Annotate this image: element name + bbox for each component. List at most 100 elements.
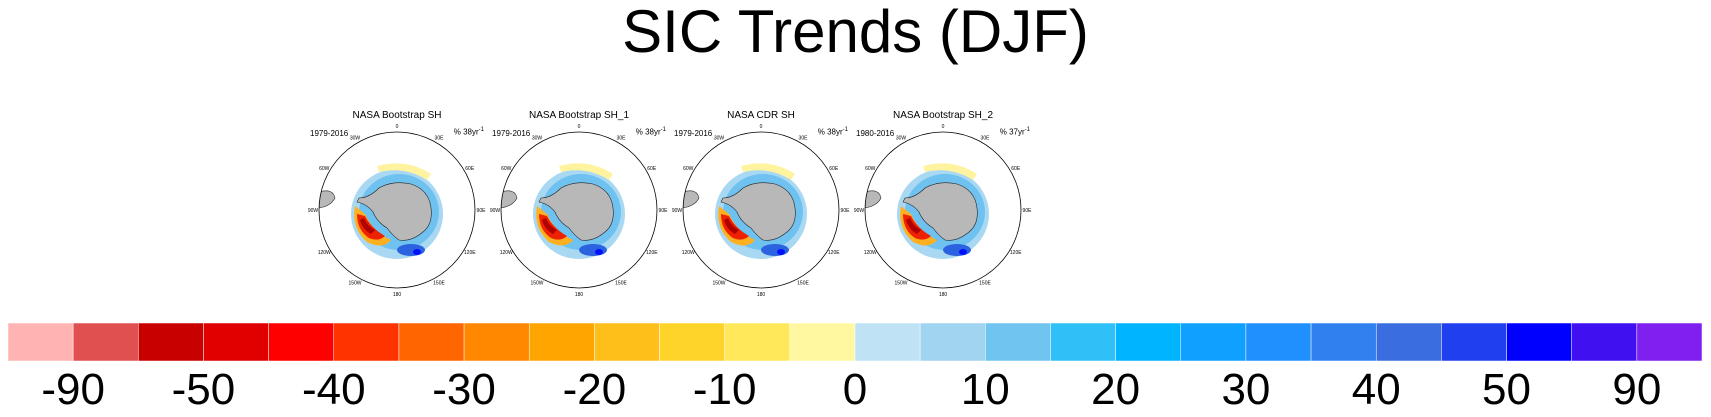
strong-positive-region — [413, 249, 421, 255]
positive-trend-region — [397, 244, 425, 256]
panel-rate-text: % 37yr — [999, 127, 1025, 137]
ice-edge-patch — [559, 163, 613, 180]
south-america-landmass — [865, 190, 882, 209]
longitude-label: 120E — [828, 250, 840, 256]
longitude-label: 180 — [757, 292, 766, 296]
longitude-label: 30W — [350, 135, 361, 141]
colorbar-swatch — [1506, 323, 1572, 362]
longitude-label: 90E — [477, 208, 487, 214]
map-panel: NASA Bootstrap SH 1979-2016 % 38yr-1 0 30E 60… — [306, 110, 488, 296]
panel-rate: % 38yr-1 — [454, 127, 484, 137]
colorbar-swatch — [1375, 323, 1442, 362]
longitude-label: 30E — [617, 135, 627, 141]
strong-positive-region — [595, 249, 603, 255]
colorbar-tick-label: -40 — [301, 365, 366, 414]
map-panel: NASA CDR SH 1979-2016 % 38yr-1 0 30E 60E 90E 12… — [670, 110, 852, 296]
longitude-label: 150E — [433, 281, 445, 287]
longitude-label: 0 — [760, 124, 763, 130]
panel-rate-text: % 38yr — [635, 127, 661, 137]
colorbar-swatch — [203, 323, 269, 362]
longitude-label: 60W — [683, 166, 694, 172]
colorbar-tick-label: 40 — [1351, 365, 1401, 414]
longitude-label: 120W — [682, 250, 695, 256]
positive-trend-region — [761, 244, 789, 256]
ice-edge-patch — [923, 163, 977, 180]
colorbar-tick-label: 10 — [960, 365, 1010, 414]
longitude-label: 30E — [799, 135, 809, 141]
panel-rate: % 37yr-1 — [1000, 127, 1030, 137]
longitude-label: 90W — [672, 208, 683, 214]
panel-rate-exponent: -1 — [1024, 127, 1030, 133]
panel-rate-exponent: -1 — [478, 127, 484, 133]
colorbar-swatch — [1050, 323, 1116, 362]
map-boundary — [500, 131, 658, 289]
south-america-landmass — [683, 190, 700, 209]
longitude-label: 60W — [501, 166, 512, 172]
map-panel: NASA Bootstrap SH_1 1979-2016 % 38yr-1 0 30E… — [488, 110, 670, 296]
longitude-label: 120E — [464, 250, 476, 256]
longitude-label: 150E — [797, 281, 809, 287]
colorbar-swatch — [919, 323, 986, 362]
colorbar-tick-label: 50 — [1482, 365, 1532, 414]
map-boundary — [864, 131, 1022, 289]
longitude-label: 60E — [465, 166, 475, 172]
longitude-label: 60W — [319, 166, 330, 172]
panel-rate-exponent: -1 — [660, 127, 666, 133]
longitude-label: 120W — [318, 250, 331, 256]
colorbar-swatch — [789, 323, 856, 362]
colorbar-swatch — [1180, 323, 1247, 362]
colorbar-swatch — [1245, 323, 1312, 362]
antarctica-landmass — [902, 182, 978, 241]
longitude-label: 60E — [829, 166, 839, 172]
panel-period: 1979-2016 — [674, 129, 713, 138]
colorbar-swatch — [659, 323, 725, 362]
colorbar-swatch — [1310, 323, 1377, 362]
longitude-label: 30E — [981, 135, 991, 141]
strong-positive-region — [959, 249, 967, 255]
longitude-label: 150W — [712, 281, 725, 287]
colorbar-swatch — [594, 323, 660, 362]
longitude-label: 30W — [896, 135, 907, 141]
colorbar-swatch — [138, 323, 204, 362]
colorbar-swatch — [854, 323, 921, 362]
longitude-label: 150W — [348, 281, 361, 287]
longitude-label: 60E — [1011, 166, 1021, 172]
longitude-label: 60W — [865, 166, 876, 172]
colorbar-swatch — [1441, 323, 1507, 362]
colorbar-swatch — [463, 323, 530, 362]
longitude-label: 120E — [1010, 250, 1022, 256]
colorbar-tick-label: -50 — [171, 365, 236, 414]
colorbar-swatch — [8, 323, 74, 362]
colorbar-swatch — [1636, 323, 1702, 362]
map-boundary — [318, 131, 476, 289]
colorbar-tick-label: -10 — [692, 365, 757, 414]
longitude-label: 120W — [500, 250, 513, 256]
map-boundary — [682, 131, 840, 289]
panel-period: 1980-2016 — [856, 129, 895, 138]
strongest-negative-region — [542, 218, 557, 234]
south-america-landmass — [501, 190, 518, 209]
colorbar-tick-label: -90 — [41, 365, 105, 414]
colorbar-swatch — [72, 323, 139, 362]
longitude-label: 90W — [854, 208, 865, 214]
antarctica-landmass — [720, 182, 796, 241]
polar-map: 0 30E 60E 90E 120E 150E 180 150W 120W 90W 60W 30W — [672, 124, 850, 296]
colorbar-swatch — [333, 323, 400, 362]
longitude-label: 150W — [894, 281, 907, 287]
colorbar-tick-label: 30 — [1221, 365, 1271, 414]
panel-period: 1979-2016 — [310, 129, 349, 138]
colorbar-swatch — [724, 323, 791, 362]
longitude-label: 0 — [578, 124, 581, 130]
panel-period: 1979-2016 — [492, 129, 531, 138]
positive-trend-region — [943, 244, 971, 256]
colorbar-tick-label: 0 — [842, 365, 868, 414]
colorbar-swatch — [1115, 323, 1182, 362]
longitude-label: 150E — [979, 281, 991, 287]
positive-trend-region — [579, 244, 607, 256]
colorbar — [8, 323, 1702, 362]
ice-edge-patch — [377, 163, 431, 180]
strong-positive-region — [777, 249, 785, 255]
colorbar-swatch — [985, 323, 1051, 362]
map-panel: NASA Bootstrap SH_2 1980-2016 % 37yr-1 0 30E… — [852, 110, 1034, 296]
polar-map: 0 30E 60E 90E 120E 150E 180 150W 120W 90W 60W 30W — [308, 124, 487, 296]
